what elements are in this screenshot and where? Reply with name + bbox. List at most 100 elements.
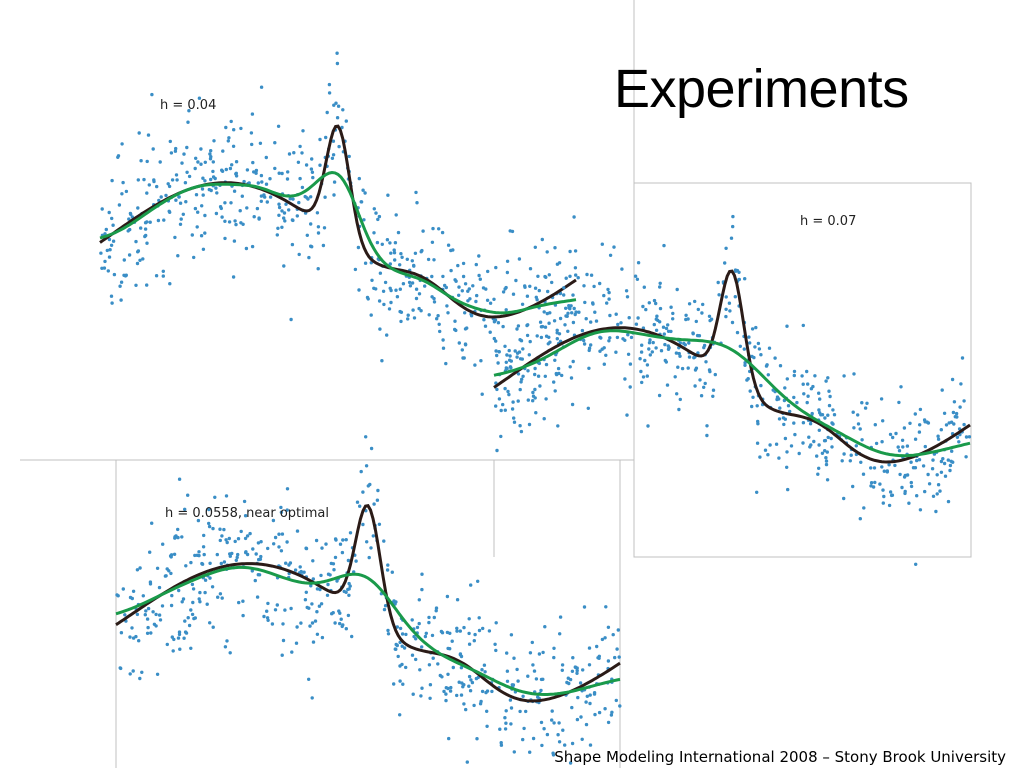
data-point [212,139,216,143]
data-point [327,82,332,87]
data-point [394,600,398,604]
data-point [743,363,747,367]
data-point [639,369,643,374]
data-point [597,710,602,715]
data-point [525,294,530,298]
data-point [245,168,250,172]
data-point [563,743,567,747]
data-point [445,594,450,599]
data-point [103,232,107,236]
data-point [143,613,147,617]
data-point [127,217,131,221]
data-point [280,653,284,657]
data-point [377,214,382,219]
data-point [647,347,651,351]
data-point [466,299,470,303]
data-point [550,709,554,713]
data-point [524,709,528,714]
data-point [747,335,751,339]
panel-h-007 [493,214,972,566]
data-point [553,246,557,250]
data-point [589,273,594,277]
data-point [364,435,368,439]
data-point [587,366,591,370]
data-point [413,251,418,255]
data-point [259,554,263,559]
data-point [625,413,629,417]
data-point [666,344,670,348]
data-point [759,383,763,388]
data-point [411,308,415,312]
data-point [958,405,962,409]
data-point [287,563,291,567]
data-point [111,239,116,243]
data-point [347,587,351,591]
data-point [232,189,237,193]
data-point [457,680,461,684]
data-point [252,170,256,174]
data-point [825,478,830,482]
panel-frames [20,0,972,768]
data-point [499,434,503,439]
data-point [827,389,831,393]
data-point [454,279,458,283]
data-point [258,141,263,145]
data-point [386,628,390,633]
data-point [957,440,961,444]
data-point [696,351,700,355]
data-point [131,589,136,593]
data-point [616,628,620,632]
data-point [792,373,796,378]
data-point [666,323,670,327]
data-point [131,669,135,673]
data-point [324,135,328,140]
data-point [577,310,581,314]
data-point [897,400,901,405]
data-point [573,266,578,270]
data-point [533,245,537,249]
data-point [363,191,367,195]
data-point [273,608,278,612]
data-point [676,365,680,369]
data-point [339,617,343,621]
data-point [235,555,239,560]
data-point [624,289,629,293]
data-point [341,108,345,112]
data-point [545,311,549,316]
data-point [234,174,239,178]
data-point [606,720,611,725]
data-point [873,423,877,427]
data-point [220,215,224,219]
data-point [320,546,324,550]
data-point [150,92,154,97]
data-point [346,613,351,618]
data-point [251,160,255,165]
data-point [626,333,630,337]
data-point [141,257,145,261]
data-point [915,458,919,463]
data-point [603,636,607,640]
data-point [891,435,895,440]
data-point [221,149,225,153]
data-point [266,601,270,606]
data-point [477,254,481,258]
data-point [962,422,966,427]
data-point [820,413,825,417]
data-point [402,646,407,650]
data-point [818,397,822,401]
data-point [232,128,236,132]
data-point [807,435,811,439]
data-point [249,131,254,135]
data-point [914,562,918,566]
data-point [626,352,631,356]
data-point [806,382,810,386]
data-point [786,487,790,492]
data-point [431,656,435,660]
data-point [678,354,682,358]
data-point [414,287,419,291]
data-point [535,334,539,338]
data-point [213,495,217,499]
data-point [211,175,216,179]
data-point [620,267,624,271]
data-point [817,428,821,432]
